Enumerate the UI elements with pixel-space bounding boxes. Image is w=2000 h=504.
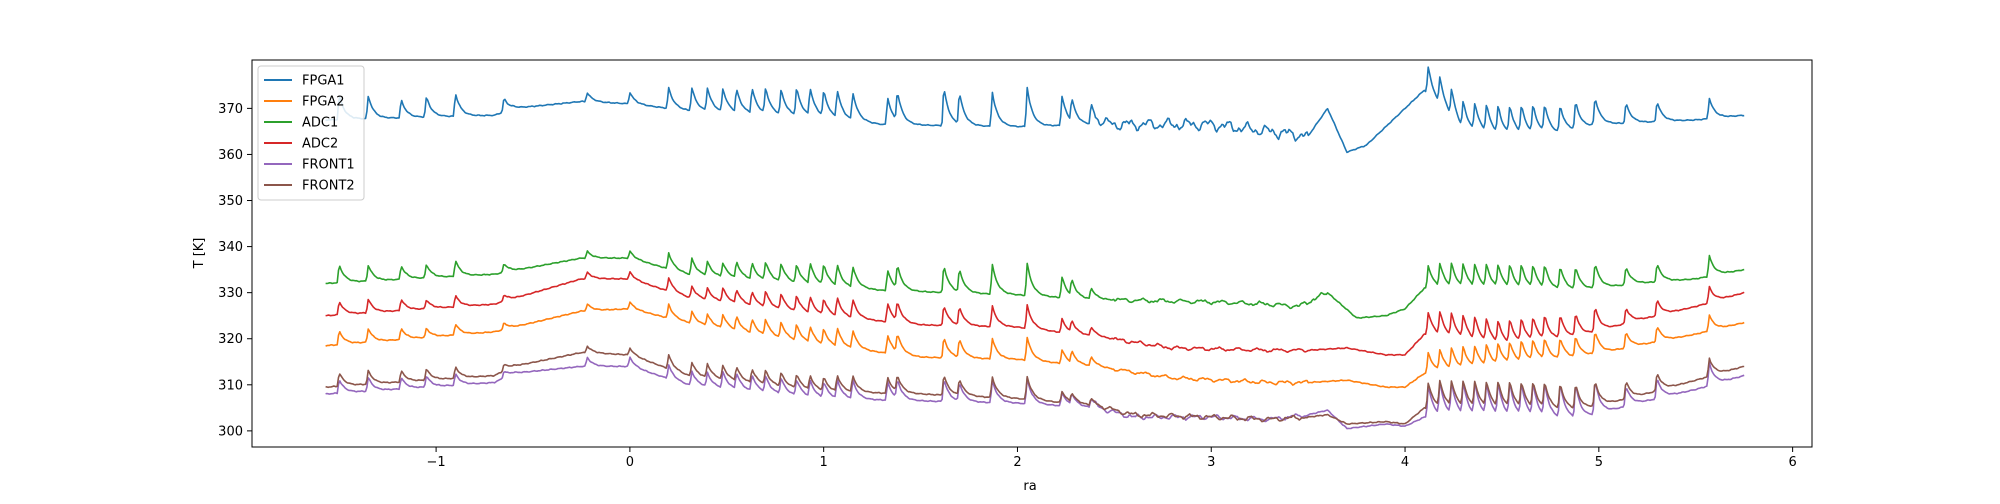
- series-line-front2: [325, 345, 1745, 426]
- legend-box: [257, 65, 365, 201]
- series-line-fpga1: [325, 66, 1745, 154]
- series-line-adc2: [325, 270, 1745, 357]
- y-tick-label: 300: [218, 424, 243, 439]
- x-axis-label: ra: [1023, 479, 1036, 494]
- axes: −1 0 1 2 3 4 5 6 300 310 320 330 340 350 360 370: [218, 59, 1813, 470]
- y-tick-label: 340: [218, 240, 243, 255]
- legend-label-adc2: ADC2: [302, 137, 338, 152]
- x-tick-label: 1: [820, 455, 828, 470]
- x-tick-label: 3: [1207, 455, 1215, 470]
- legend-label-fpga1: FPGA1: [302, 74, 345, 89]
- y-tick-label: 310: [218, 378, 243, 393]
- y-tick-label: 320: [218, 332, 243, 347]
- plot-area: [325, 66, 1745, 430]
- series-line-front1: [325, 356, 1745, 430]
- y-tick-label: 360: [218, 148, 243, 163]
- x-tick-label: −1: [427, 455, 446, 470]
- series-line-adc1: [325, 250, 1745, 319]
- x-tick-label: 6: [1788, 455, 1796, 470]
- series-line-fpga2: [325, 301, 1745, 389]
- legend-label-fpga2: FPGA2: [302, 95, 345, 110]
- y-axis-label: T [K]: [192, 238, 207, 270]
- legend-label-front1: FRONT1: [302, 158, 355, 173]
- x-tick-label: 2: [1013, 455, 1021, 470]
- legend-label-adc1: ADC1: [302, 116, 338, 131]
- y-tick-label: 350: [218, 194, 243, 209]
- legend: FPGA1 FPGA2 ADC1 ADC2 FRONT1 FRONT2: [257, 65, 365, 201]
- x-tick-label: 4: [1401, 455, 1409, 470]
- axes-frame: [251, 59, 1813, 448]
- x-tick-label: 0: [626, 455, 634, 470]
- legend-label-front2: FRONT2: [302, 179, 355, 194]
- y-tick-label: 330: [218, 286, 243, 301]
- x-tick-label: 5: [1595, 455, 1603, 470]
- y-tick-label: 370: [218, 102, 243, 117]
